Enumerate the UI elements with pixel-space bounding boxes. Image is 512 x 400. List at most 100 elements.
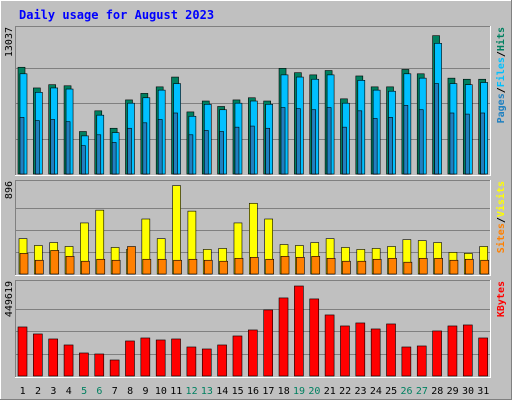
y-axis-max-label-kbytes: 449619	[4, 281, 15, 317]
y-axis-max-label-hits-files-pages: 13037	[4, 27, 15, 57]
legend-entry-kbytes: KBytes	[496, 281, 507, 317]
bar-sites-day-29	[449, 259, 459, 275]
chart-title: Daily usage for August 2023	[19, 8, 214, 22]
x-tick-label-day-24: 24	[370, 386, 382, 397]
bar-pages-day-18	[280, 107, 286, 175]
bar-pages-day-25	[388, 117, 393, 175]
bar-pages-day-1	[19, 117, 25, 175]
x-tick-label-day-3: 3	[50, 386, 56, 397]
bar-kbytes-day-1	[17, 326, 28, 377]
chart-panels: 13037 Pages/Files/Hits 896 Sites / Visits 4496…	[4, 26, 507, 378]
bar-sites-day-22	[342, 260, 351, 275]
bar-sites-day-19	[296, 256, 305, 275]
x-tick-label-day-23: 23	[354, 386, 366, 397]
bar-sites-day-24	[372, 258, 382, 275]
bar-sites-day-25	[388, 257, 397, 275]
bar-sites-day-2	[35, 259, 44, 275]
bar-kbytes-day-28	[432, 330, 442, 377]
x-tick-label-day-5: 5	[81, 386, 87, 397]
bar-pages-day-31	[480, 112, 485, 175]
legend-separator: /	[496, 51, 507, 57]
bar-pages-day-19	[296, 108, 301, 175]
x-tick-label-day-18: 18	[278, 386, 290, 397]
bar-pages-day-6	[96, 134, 102, 175]
x-tick-label-day-21: 21	[324, 386, 336, 397]
bar-kbytes-day-22	[340, 325, 350, 377]
bar-pages-day-29	[449, 112, 455, 175]
bar-kbytes-day-19	[294, 285, 304, 377]
bar-pages-day-5	[81, 145, 86, 175]
x-tick-label-day-28: 28	[431, 386, 443, 397]
bar-kbytes-day-21	[324, 314, 335, 377]
bar-kbytes-day-8	[125, 340, 135, 377]
bar-sites-day-3	[50, 250, 60, 275]
bar-kbytes-day-9	[140, 337, 151, 377]
bar-kbytes-day-23	[355, 322, 366, 377]
x-tick-label-day-19: 19	[293, 386, 305, 397]
bar-sites-day-14	[219, 260, 228, 275]
bar-pages-day-8	[127, 127, 132, 175]
legend-entry-files: Files	[495, 57, 507, 87]
bar-kbytes-day-3	[48, 338, 59, 377]
x-tick-label-day-11: 11	[170, 386, 182, 397]
legend-entry-visits: Visits	[495, 181, 507, 217]
x-tick-label-day-20: 20	[308, 386, 320, 397]
bar-sites-day-1	[19, 253, 29, 275]
bar-kbytes-day-7	[109, 359, 120, 377]
bar-sites-day-10	[157, 258, 167, 275]
bar-pages-day-22	[342, 126, 347, 175]
bar-pages-day-27	[418, 109, 424, 175]
x-tick-label-day-16: 16	[247, 386, 259, 397]
bar-sites-day-26	[403, 261, 413, 275]
bar-kbytes-day-31	[478, 337, 488, 377]
x-tick-label-day-30: 30	[462, 386, 474, 397]
bar-kbytes-day-20	[309, 298, 320, 377]
bar-sites-day-13	[203, 259, 213, 275]
bar-pages-day-21	[326, 107, 332, 175]
bar-kbytes-day-29	[447, 325, 458, 377]
bar-pages-day-9	[142, 122, 148, 175]
bar-kbytes-day-17	[263, 309, 273, 377]
bar-kbytes-day-26	[401, 346, 412, 377]
bar-kbytes-day-4	[63, 344, 74, 377]
x-tick-label-day-10: 10	[155, 386, 167, 397]
bar-kbytes-day-18	[278, 297, 289, 377]
bar-pages-day-10	[157, 119, 163, 175]
bar-kbytes-day-27	[416, 345, 427, 377]
bar-sites-day-8	[127, 246, 136, 275]
panel-hits-files-pages: 13037 Pages/Files/Hits	[4, 26, 507, 176]
legend-separator: /	[496, 87, 507, 93]
bar-sites-day-20	[311, 256, 321, 275]
bar-sites-day-11	[173, 259, 182, 275]
bar-pages-day-20	[311, 109, 317, 175]
bar-kbytes-day-5	[79, 352, 89, 377]
bar-sites-day-9	[142, 258, 152, 275]
bar-pages-day-7	[111, 142, 117, 175]
bar-sites-day-7	[111, 259, 121, 275]
x-tick-label-day-13: 13	[201, 386, 213, 397]
x-tick-label-day-22: 22	[339, 386, 351, 397]
bar-pages-day-16	[250, 125, 255, 175]
bar-sites-day-6	[96, 258, 106, 275]
bar-kbytes-day-24	[370, 328, 381, 377]
bar-pages-day-14	[219, 131, 224, 175]
legend-entry-hits: Hits	[495, 27, 507, 51]
bar-kbytes-day-25	[386, 323, 396, 377]
y-axis-max-label-visits-sites: 896	[4, 181, 15, 199]
x-tick-label-day-29: 29	[447, 386, 459, 397]
bar-sites-day-18	[280, 256, 290, 275]
bar-pages-day-11	[173, 112, 178, 175]
bar-pages-day-2	[35, 120, 40, 175]
bar-pages-day-3	[50, 119, 56, 175]
bar-kbytes-day-16	[248, 329, 258, 377]
panel-visits-sites: 896 Sites/Visits	[4, 180, 507, 276]
bar-pages-day-26	[403, 105, 409, 175]
bar-sites-day-15	[234, 257, 244, 275]
bar-sites-day-28	[434, 257, 443, 275]
bar-sites-day-31	[480, 259, 489, 275]
bar-sites-day-21	[326, 257, 336, 275]
x-axis-labels: 1 2 3 4 5 6 7 8 9 10 11 12 13 14 15 16 17 18 19 20 21 22 23 24 2…	[20, 386, 490, 397]
legend-hits-files-pages: Pages/Files/Hits	[495, 27, 507, 123]
legend-entry-sites: Sites	[495, 223, 507, 253]
